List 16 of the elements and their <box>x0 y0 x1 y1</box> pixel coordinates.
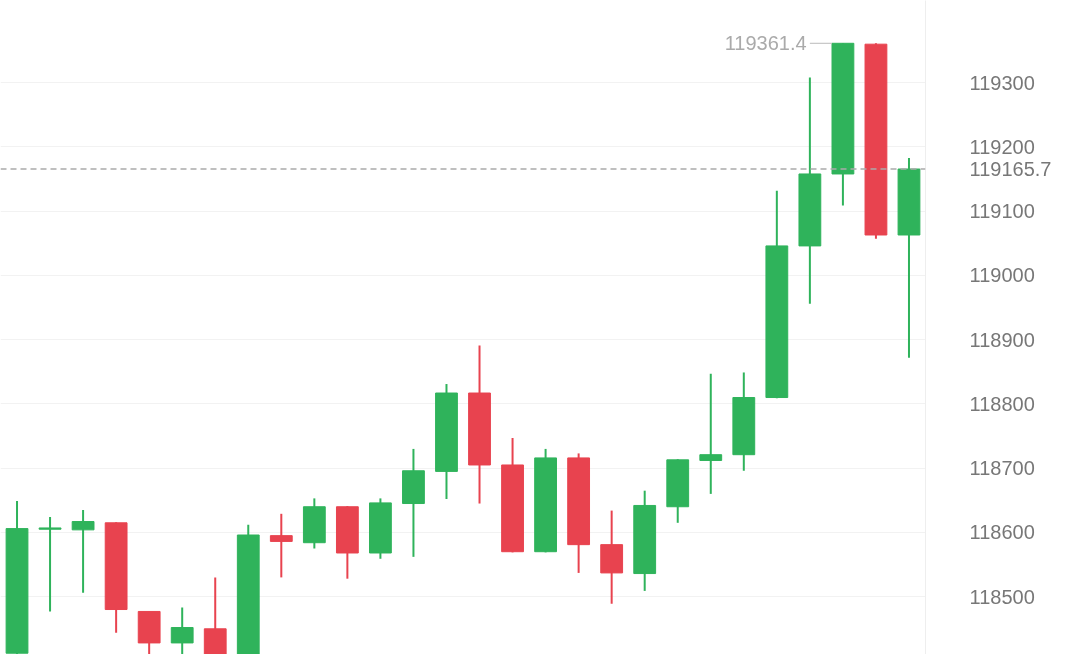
candlestick <box>170 606 194 654</box>
annotation: 119361.4 <box>724 32 807 55</box>
y-tick-label: 119300 <box>969 71 1035 94</box>
ref-line-label: 119165.7 <box>969 158 1052 181</box>
y-tick-label: 119200 <box>969 135 1035 158</box>
candlestick <box>269 512 293 579</box>
candlestick <box>38 516 62 613</box>
candlestick <box>699 372 723 495</box>
candlestick <box>71 508 95 594</box>
y-tick-label: 119100 <box>969 200 1035 223</box>
y-tick-label: 119000 <box>969 264 1035 287</box>
y-tick-label: 118900 <box>969 328 1035 351</box>
y-tick-label: 118700 <box>969 457 1035 480</box>
y-tick-label: 118800 <box>969 392 1035 415</box>
y-tick-label: 118600 <box>969 521 1035 544</box>
y-tick-label: 118500 <box>969 585 1035 608</box>
